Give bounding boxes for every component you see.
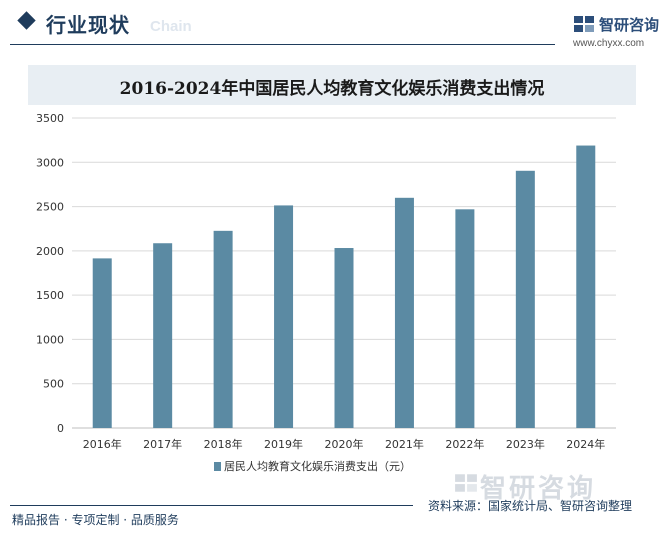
x-tick-label: 2022年 xyxy=(445,437,484,451)
bar xyxy=(576,145,596,428)
brand-url: www.chyxx.com xyxy=(573,38,645,49)
header-ghost-text: Chain xyxy=(150,18,192,35)
x-tick-label: 2020年 xyxy=(325,437,364,451)
y-tick-label: 2500 xyxy=(36,201,64,214)
section-title: 行业现状 xyxy=(46,13,130,37)
footer-divider xyxy=(10,505,413,506)
brand-name: 智研咨询 xyxy=(599,16,660,34)
header: 行业现状 Chain 智研咨询 www.chyxx.com xyxy=(0,0,666,49)
bar xyxy=(515,170,535,428)
x-tick-label: 2023年 xyxy=(506,437,545,451)
diamond-icon xyxy=(17,11,36,30)
bar xyxy=(274,205,294,428)
header-divider xyxy=(10,44,555,45)
x-tick-label: 2019年 xyxy=(264,437,303,451)
bar xyxy=(394,197,414,428)
bar xyxy=(334,248,354,428)
x-tick-label: 2021年 xyxy=(385,437,424,451)
bar-chart: 0 500 1000 1500 2000 2500 3000 3500 2016年 2017年 20… xyxy=(36,112,616,473)
y-tick-label: 3000 xyxy=(36,156,64,169)
watermark-logo-icon xyxy=(455,474,477,492)
bar xyxy=(92,258,112,428)
watermark-brand: 智研咨询 xyxy=(480,474,597,504)
x-tick-label: 2024年 xyxy=(566,437,605,451)
y-tick-label: 1500 xyxy=(36,289,64,302)
bar xyxy=(455,209,475,428)
y-tick-label: 2000 xyxy=(36,245,64,258)
y-tick-label: 500 xyxy=(43,378,64,391)
legend-label: 居民人均教育文化娱乐消费支出（元） xyxy=(224,459,411,473)
bar xyxy=(213,230,233,428)
x-tick-label: 2017年 xyxy=(143,437,182,451)
y-tick-label: 1000 xyxy=(36,333,64,346)
y-tick-label: 3500 xyxy=(36,112,64,125)
footer-slogan: 精品报告 · 专项定制 · 品质服务 xyxy=(12,513,179,527)
brand-logo-icon xyxy=(574,16,594,32)
y-tick-label: 0 xyxy=(57,422,64,435)
source-note: 资料来源：国家统计局、智研咨询整理 xyxy=(428,499,633,513)
bar xyxy=(153,243,173,428)
chart-title-band: 2016-2024年中国居民人均教育文化娱乐消费支出情况 xyxy=(28,65,636,105)
x-tick-label: 2018年 xyxy=(204,437,243,451)
legend-swatch xyxy=(214,462,221,471)
chart-title: 2016-2024年中国居民人均教育文化娱乐消费支出情况 xyxy=(119,79,545,99)
x-tick-label: 2016年 xyxy=(83,437,122,451)
